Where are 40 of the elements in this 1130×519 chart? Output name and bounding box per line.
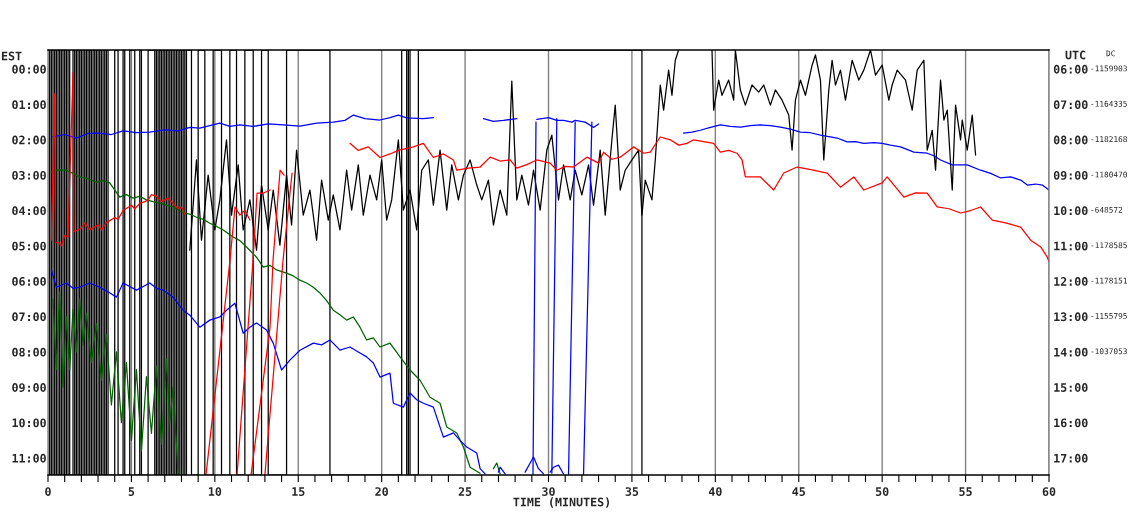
y2-tick-label: 16:00: [1054, 418, 1088, 428]
x-tick-label: 25: [458, 487, 472, 496]
x-tick-label: 40: [708, 487, 722, 496]
x-tick-label: 50: [875, 487, 889, 496]
y2-axis-title: UTC: [1065, 50, 1086, 60]
y-tick-label: 00:00: [12, 64, 46, 74]
y2-tick-label: 12:00: [1054, 277, 1088, 286]
y-tick-label: 07:00: [12, 312, 46, 322]
y2-tick-label: 17:00: [1054, 453, 1088, 463]
y-tick-label: 04:00: [12, 206, 46, 216]
y-tick-label: 05:00: [12, 241, 46, 251]
y2-tick-label: 15:00: [1054, 383, 1088, 392]
x-tick-label: 10: [208, 487, 222, 496]
y2-tick-label: 11:00: [1054, 241, 1088, 251]
x-axis-title: TIME (MINUTES): [513, 497, 609, 508]
x-tick-label: 60: [1042, 487, 1056, 496]
y-tick-label: 11:00: [12, 453, 46, 463]
x-tick-label: 45: [792, 487, 805, 496]
y-tick-label: 10:00: [12, 418, 46, 428]
y2-tick-label: 10:00: [1054, 206, 1088, 216]
y-tick-label: 02:00: [12, 135, 46, 145]
y2-tick-label: 06:00: [1053, 64, 1088, 74]
y-tick-label: 08:00: [12, 347, 46, 357]
y2-tick-label: 07:00: [1053, 100, 1088, 110]
x-tick-label: 15: [292, 487, 305, 496]
y2-tick-label: 14:00: [1054, 347, 1088, 357]
x-tick-label: 55: [959, 487, 972, 496]
x-tick-label: 30: [542, 487, 555, 496]
y-axis-title: EST: [1, 51, 22, 61]
x-tick-label: 20: [375, 487, 388, 496]
y-tick-label: 09:00: [12, 383, 46, 392]
x-tick-label: 5: [128, 487, 135, 496]
y2-tick-label: 13:00: [1054, 312, 1088, 322]
x-tick-label: 35: [625, 487, 639, 496]
y-tick-label: 03:00: [12, 170, 46, 180]
y-tick-label: 06:00: [12, 277, 46, 286]
y2-tick-label: 09:00: [1053, 170, 1088, 180]
x-tick-label: 0: [45, 487, 51, 496]
y2-tick-label: 08:00: [1053, 135, 1088, 145]
y-tick-label: 01:00: [12, 100, 46, 110]
